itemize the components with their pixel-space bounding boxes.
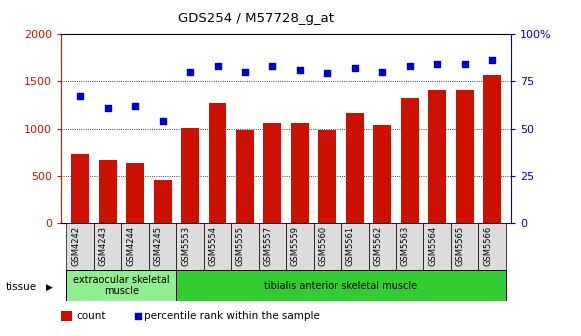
Text: percentile rank within the sample: percentile rank within the sample: [144, 311, 320, 321]
Text: GSM5555: GSM5555: [236, 226, 245, 266]
Bar: [176, 270, 506, 301]
Text: GSM5557: GSM5557: [263, 226, 272, 266]
Text: GSM5564: GSM5564: [428, 226, 437, 266]
Bar: [374, 125, 391, 223]
Point: [322, 71, 332, 76]
Bar: [236, 130, 254, 223]
Point: [103, 105, 112, 110]
Point: [378, 69, 387, 74]
Bar: [94, 223, 121, 270]
Bar: [121, 223, 149, 270]
Bar: [149, 223, 176, 270]
Point: [133, 313, 142, 319]
Point: [158, 118, 167, 124]
Point: [432, 61, 442, 67]
Point: [295, 67, 304, 72]
Text: GSM4242: GSM4242: [71, 226, 80, 266]
Text: GSM5561: GSM5561: [346, 226, 355, 266]
Point: [131, 103, 140, 109]
Bar: [286, 223, 314, 270]
Bar: [368, 223, 396, 270]
Point: [76, 93, 85, 99]
Bar: [181, 128, 199, 223]
Point: [268, 63, 277, 69]
Bar: [176, 223, 204, 270]
Bar: [61, 311, 72, 321]
Point: [350, 65, 360, 71]
Bar: [153, 180, 171, 223]
Point: [405, 63, 414, 69]
Point: [213, 63, 222, 69]
Bar: [318, 130, 336, 223]
Text: count: count: [77, 311, 106, 321]
Bar: [483, 75, 501, 223]
Bar: [204, 223, 231, 270]
Bar: [126, 163, 144, 223]
Bar: [259, 223, 286, 270]
Text: GSM5560: GSM5560: [318, 226, 327, 266]
Bar: [314, 223, 341, 270]
Text: GDS254 / M57728_g_at: GDS254 / M57728_g_at: [178, 12, 333, 25]
Bar: [71, 154, 89, 223]
Bar: [341, 223, 368, 270]
Bar: [291, 123, 309, 223]
Point: [487, 57, 497, 63]
Bar: [66, 270, 176, 301]
Bar: [428, 90, 446, 223]
Bar: [396, 223, 424, 270]
Text: GSM4243: GSM4243: [99, 226, 107, 266]
Bar: [209, 103, 227, 223]
Text: GSM5554: GSM5554: [209, 226, 217, 266]
Bar: [264, 123, 281, 223]
Text: GSM5566: GSM5566: [483, 226, 492, 266]
Text: ▶: ▶: [46, 283, 53, 292]
Text: GSM5562: GSM5562: [373, 226, 382, 266]
Point: [460, 61, 469, 67]
Bar: [99, 160, 117, 223]
Bar: [478, 223, 506, 270]
Text: tibialis anterior skeletal muscle: tibialis anterior skeletal muscle: [264, 281, 418, 291]
Text: GSM5565: GSM5565: [456, 226, 465, 266]
Text: GSM5553: GSM5553: [181, 226, 190, 266]
Point: [241, 69, 250, 74]
Text: extraocular skeletal
muscle: extraocular skeletal muscle: [73, 275, 170, 296]
Bar: [231, 223, 259, 270]
Bar: [456, 90, 474, 223]
Text: GSM5559: GSM5559: [291, 226, 300, 266]
Text: GSM5563: GSM5563: [401, 226, 410, 266]
Bar: [401, 98, 419, 223]
Text: tissue: tissue: [6, 282, 37, 292]
Point: [185, 69, 195, 74]
Bar: [451, 223, 478, 270]
Bar: [346, 113, 364, 223]
Bar: [66, 223, 94, 270]
Text: GSM4244: GSM4244: [126, 226, 135, 266]
Bar: [424, 223, 451, 270]
Text: GSM4245: GSM4245: [153, 226, 163, 266]
